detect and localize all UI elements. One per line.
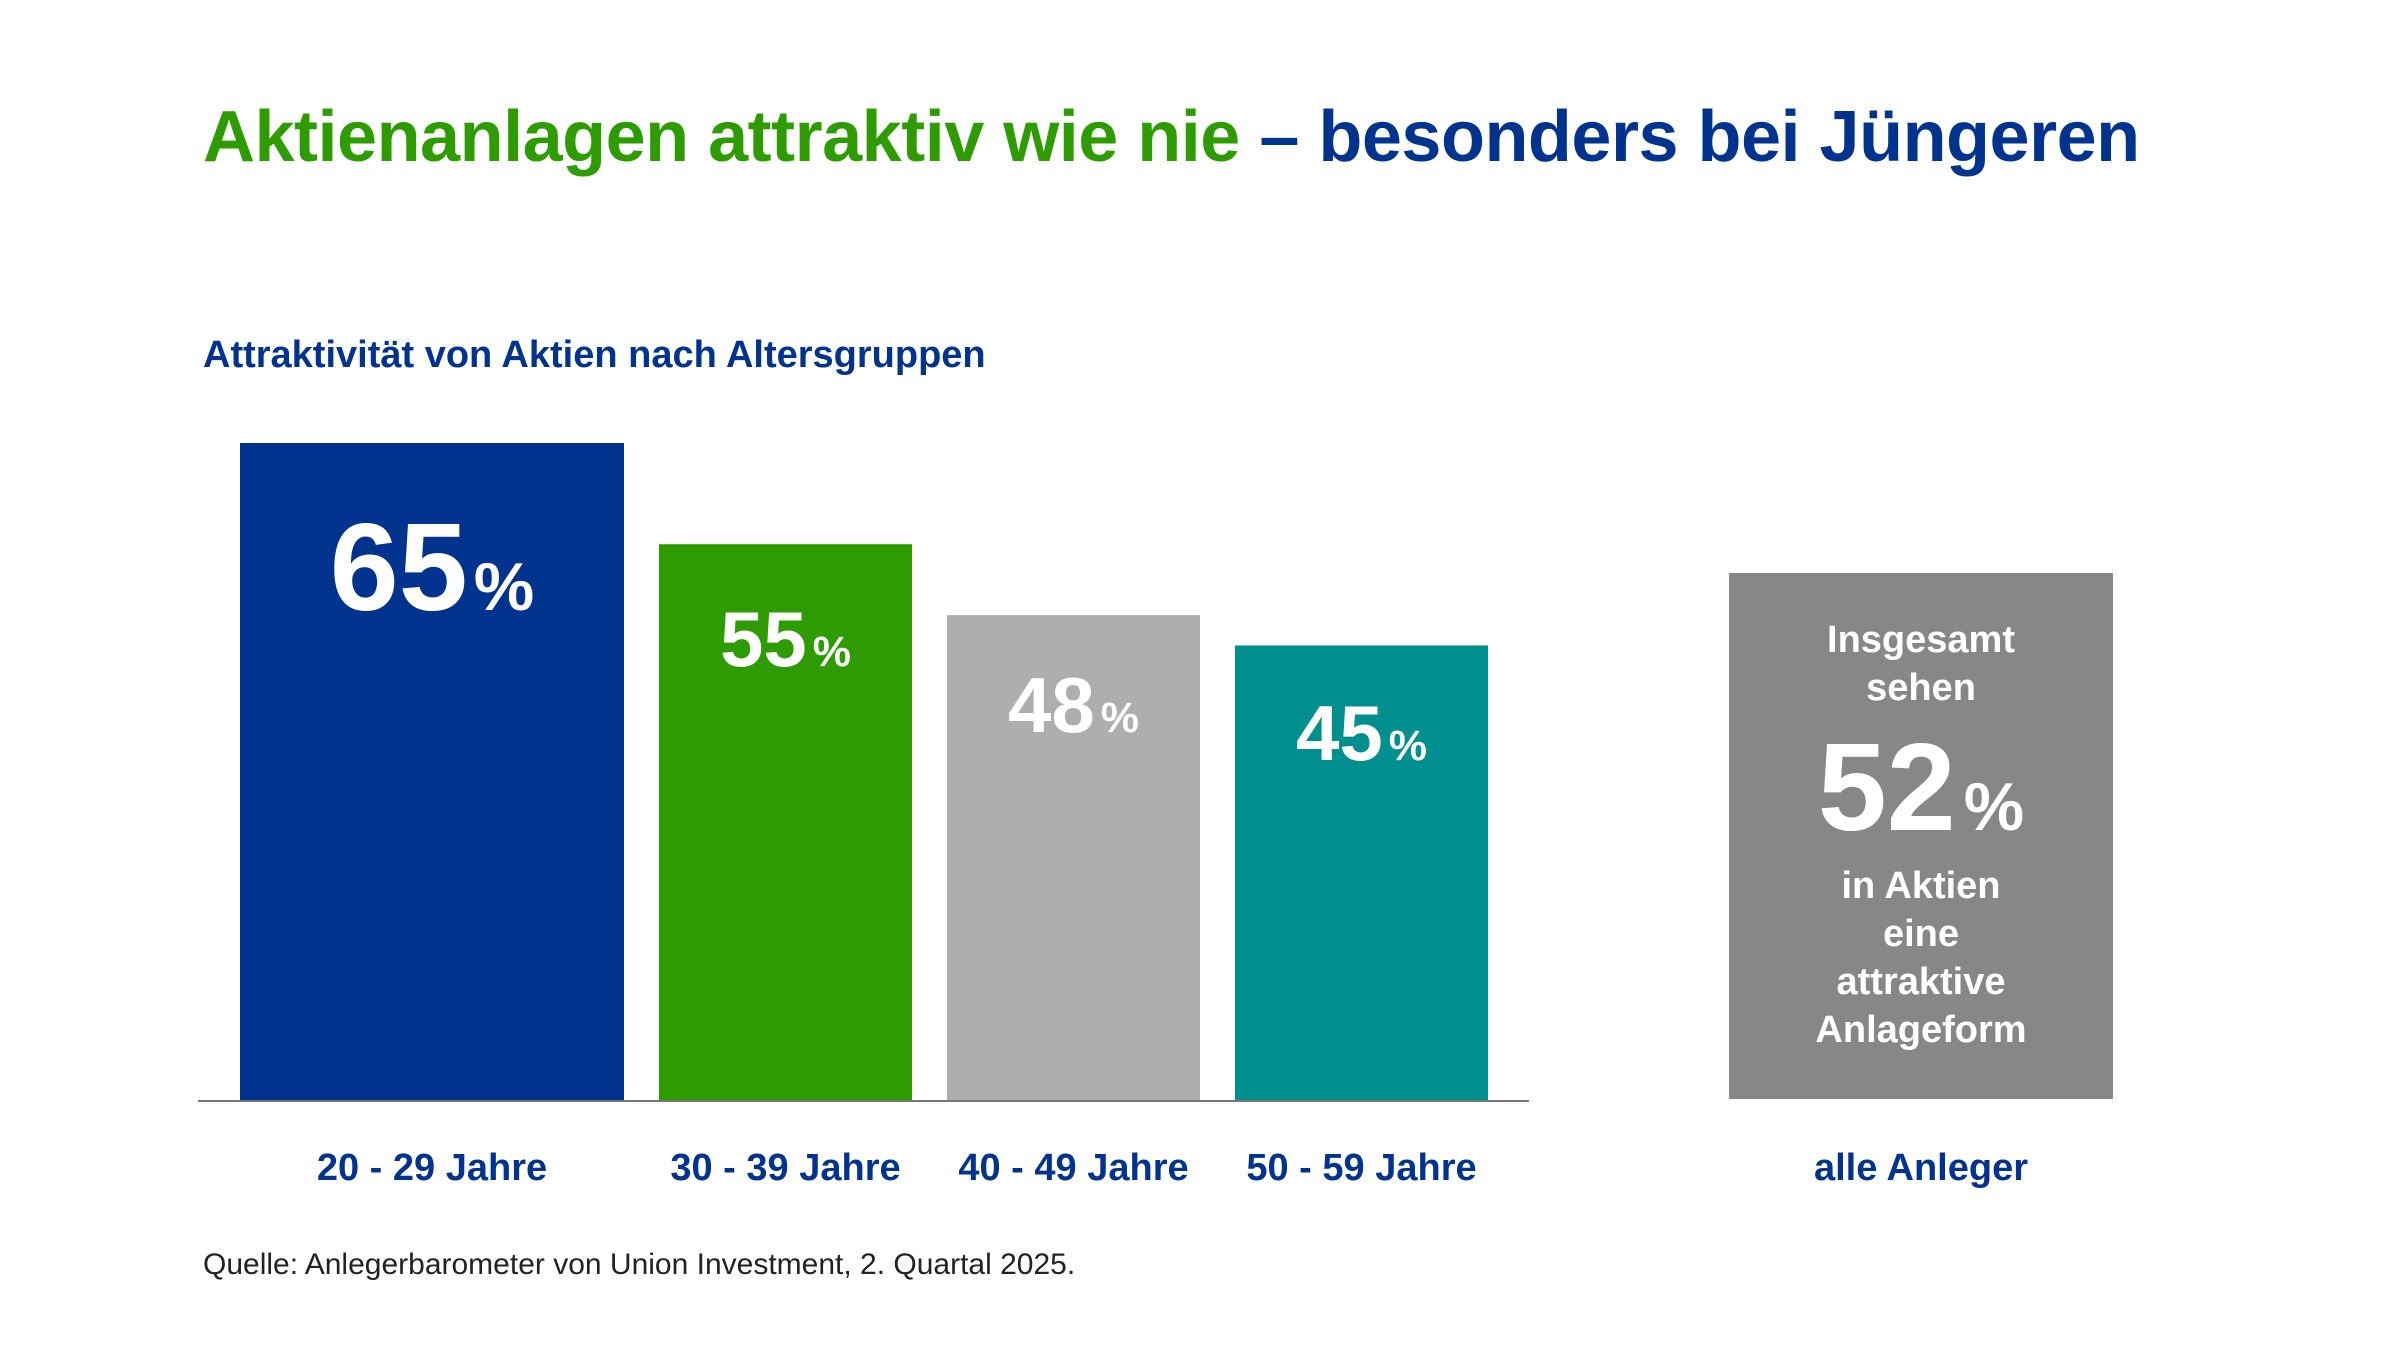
bar (240, 443, 624, 1101)
category-label: 30 - 39 Jahre (670, 1147, 900, 1189)
bar-value-label: 45% (1296, 689, 1427, 777)
summary-text: attraktive (1837, 961, 2006, 1003)
category-label: alle Anleger (1814, 1147, 2028, 1189)
summary-text: sehen (1866, 667, 1976, 709)
summary-text: in Aktien (1841, 865, 2000, 907)
bar (659, 544, 912, 1101)
summary-text: Insgesamt (1827, 619, 2015, 661)
bar (947, 615, 1200, 1101)
category-label: 20 - 29 Jahre (317, 1147, 547, 1189)
title-part-1: Aktienanlagen attraktiv wie nie (203, 97, 1240, 177)
category-label: 40 - 49 Jahre (958, 1147, 1188, 1189)
chart-subtitle: Attraktivität von Aktien nach Altersgrup… (203, 334, 986, 376)
bar-value-label: 55% (720, 595, 851, 683)
chart-title: Aktienanlagen attraktiv wie nie – besond… (203, 96, 2140, 178)
bar-value-label: 65% (330, 499, 534, 637)
summary-value-label: 52% (1818, 719, 2024, 857)
summary-text: Anlageform (1815, 1009, 2026, 1051)
bar-value-label: 48% (1008, 661, 1139, 749)
category-label: 50 - 59 Jahre (1246, 1147, 1476, 1189)
title-part-2: – besonders bei Jüngeren (1259, 97, 2140, 177)
bar (1235, 645, 1488, 1101)
summary-text: eine (1883, 913, 1959, 955)
summary-box (1729, 573, 2113, 1099)
source-note: Quelle: Anlegerbarometer von Union Inves… (203, 1248, 1076, 1281)
